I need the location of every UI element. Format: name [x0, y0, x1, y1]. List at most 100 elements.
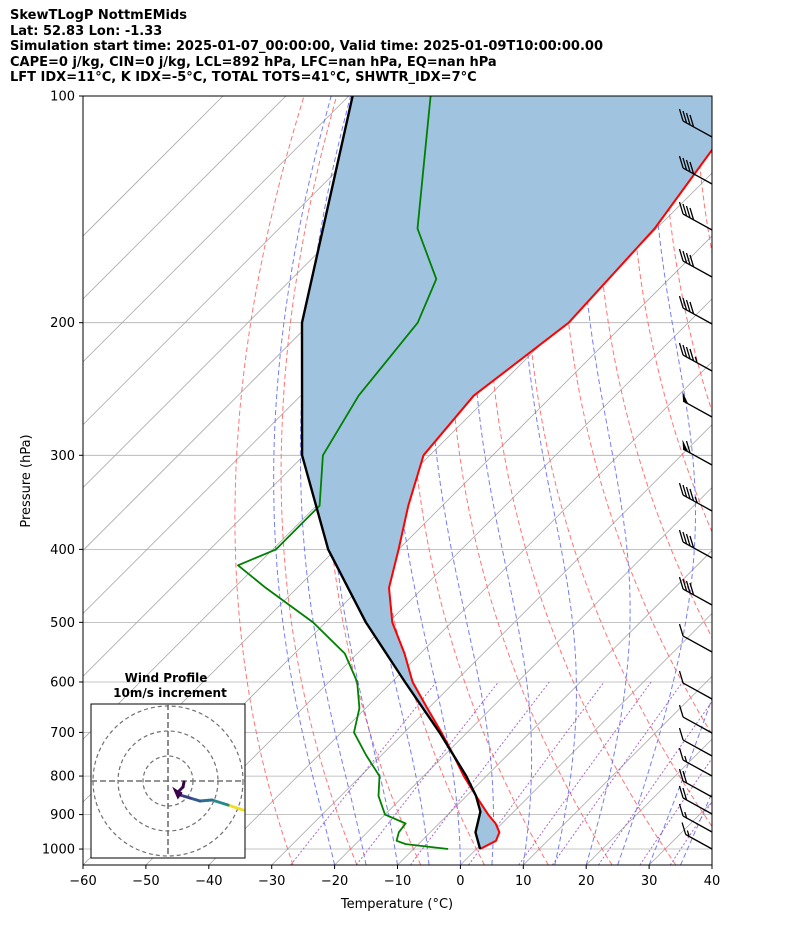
barb-staff — [682, 780, 713, 798]
inset-title: Wind Profile — [125, 671, 208, 685]
x-tick-label: −40 — [195, 874, 222, 889]
wind-barb — [678, 803, 713, 833]
hodograph-trace — [226, 803, 245, 812]
barb-flag — [682, 787, 688, 801]
x-tick-label: 0 — [456, 874, 464, 889]
x-tick-label: −20 — [321, 874, 348, 889]
barb-flag — [685, 299, 691, 313]
barb-staff — [682, 759, 713, 777]
barb-flag — [682, 110, 688, 124]
barb-flag — [685, 533, 691, 547]
moist-adiabat-line — [617, 96, 697, 865]
barb-half-flag — [686, 830, 690, 837]
x-tick-label: −30 — [258, 874, 285, 889]
isotherm-line — [523, 675, 712, 865]
barb-flag — [678, 248, 684, 262]
dry-adiabat-line — [524, 96, 712, 828]
indices-line-1: CAPE=0 j/kg, CIN=0 j/kg, LCL=892 hPa, LF… — [10, 54, 497, 70]
barb-flag — [678, 747, 684, 761]
isotherm-line — [271, 424, 712, 865]
temperature-line — [388, 148, 712, 850]
isotherm-line — [83, 96, 350, 363]
barb-flag — [689, 301, 695, 315]
wind-barb — [678, 670, 713, 700]
y-tick-label: 400 — [50, 543, 75, 558]
parcel-path-line — [300, 96, 482, 850]
hodograph-trace — [181, 780, 186, 789]
barb-staff — [682, 682, 713, 700]
hodograph-trace — [178, 793, 192, 800]
chart-header: SkewTLogP NottmEMids Lat: 52.83 Lon: -1.… — [10, 8, 603, 86]
axis-ticks: −60 −50 −40 −30 −20 −10 0 10 20 30 40 1000 900 800 700… — [42, 90, 720, 890]
mixing-ratio-line — [409, 681, 550, 865]
barb-flag — [678, 727, 684, 741]
barb-flag — [678, 342, 684, 356]
barb-flag — [682, 770, 688, 784]
barb-flag — [678, 623, 684, 637]
isotherm-line — [334, 487, 712, 865]
barb-flag — [689, 254, 695, 268]
dry-adiabat-line — [694, 96, 712, 255]
moist-adiabat-line — [711, 863, 712, 865]
x-tick-label: 30 — [641, 874, 658, 889]
x-tick-label: −60 — [69, 874, 96, 889]
barb-staff — [682, 739, 713, 757]
y-tick-label: 600 — [50, 676, 75, 691]
barb-flag — [682, 578, 688, 592]
x-tick-label: −50 — [132, 874, 159, 889]
y-tick-label: 300 — [50, 449, 75, 464]
barb-flag — [685, 205, 691, 219]
dry-adiabat-line — [760, 96, 794, 865]
wind-barb — [678, 529, 713, 559]
barb-half-flag — [694, 356, 698, 363]
isotherm-line — [83, 96, 224, 237]
y-tick-label: 500 — [50, 616, 75, 631]
barb-flag — [678, 108, 684, 122]
wind-barb — [678, 155, 713, 185]
barb-flag — [685, 440, 691, 454]
barb-flag — [678, 155, 684, 169]
barb-flag — [689, 488, 695, 502]
barb-staff — [682, 307, 713, 325]
profile-lines — [237, 96, 712, 850]
mixing-ratio-line — [597, 700, 712, 865]
wind-barb — [682, 391, 713, 418]
dry-adiabat-line — [662, 96, 712, 413]
dewpoint-line — [237, 96, 449, 850]
barb-flag — [678, 704, 684, 718]
y-tick-label: 800 — [50, 770, 75, 785]
isotherm-line — [460, 612, 712, 865]
isotherm-line — [83, 96, 287, 300]
barb-staff — [682, 797, 713, 815]
barb-flag — [678, 768, 684, 782]
barb-staff — [682, 167, 713, 185]
y-tick-label: 1000 — [42, 843, 75, 858]
barb-flag — [689, 582, 695, 596]
location-line: Lat: 52.83 Lon: -1.33 — [10, 23, 163, 39]
wind-barbs — [678, 108, 713, 850]
barb-flag — [678, 803, 684, 817]
wind-barb — [678, 727, 713, 757]
barb-flag — [689, 348, 695, 362]
wind-barb — [678, 342, 713, 372]
isotherm-line — [711, 864, 712, 865]
barb-flag — [682, 157, 688, 171]
dry-adiabat-line — [234, 96, 305, 865]
barb-flag — [682, 203, 688, 217]
wind-profile-inset: Wind Profile 10m/s increment — [90, 671, 246, 859]
mixing-ratio-line — [669, 800, 712, 865]
mixing-ratio-line — [551, 681, 684, 865]
wind-barb — [678, 201, 713, 231]
barb-flag — [689, 207, 695, 221]
wind-barb — [678, 482, 713, 512]
x-axis-label: Temperature (°C) — [340, 897, 453, 912]
barb-flag — [689, 535, 695, 549]
barb-half-flag — [684, 755, 688, 763]
moist-adiabat-line — [648, 696, 712, 865]
barb-flag — [689, 114, 695, 128]
barb-staff — [682, 120, 713, 138]
y-tick-label: 700 — [50, 726, 75, 741]
barb-flag — [678, 482, 684, 496]
barb-staff — [682, 494, 713, 512]
